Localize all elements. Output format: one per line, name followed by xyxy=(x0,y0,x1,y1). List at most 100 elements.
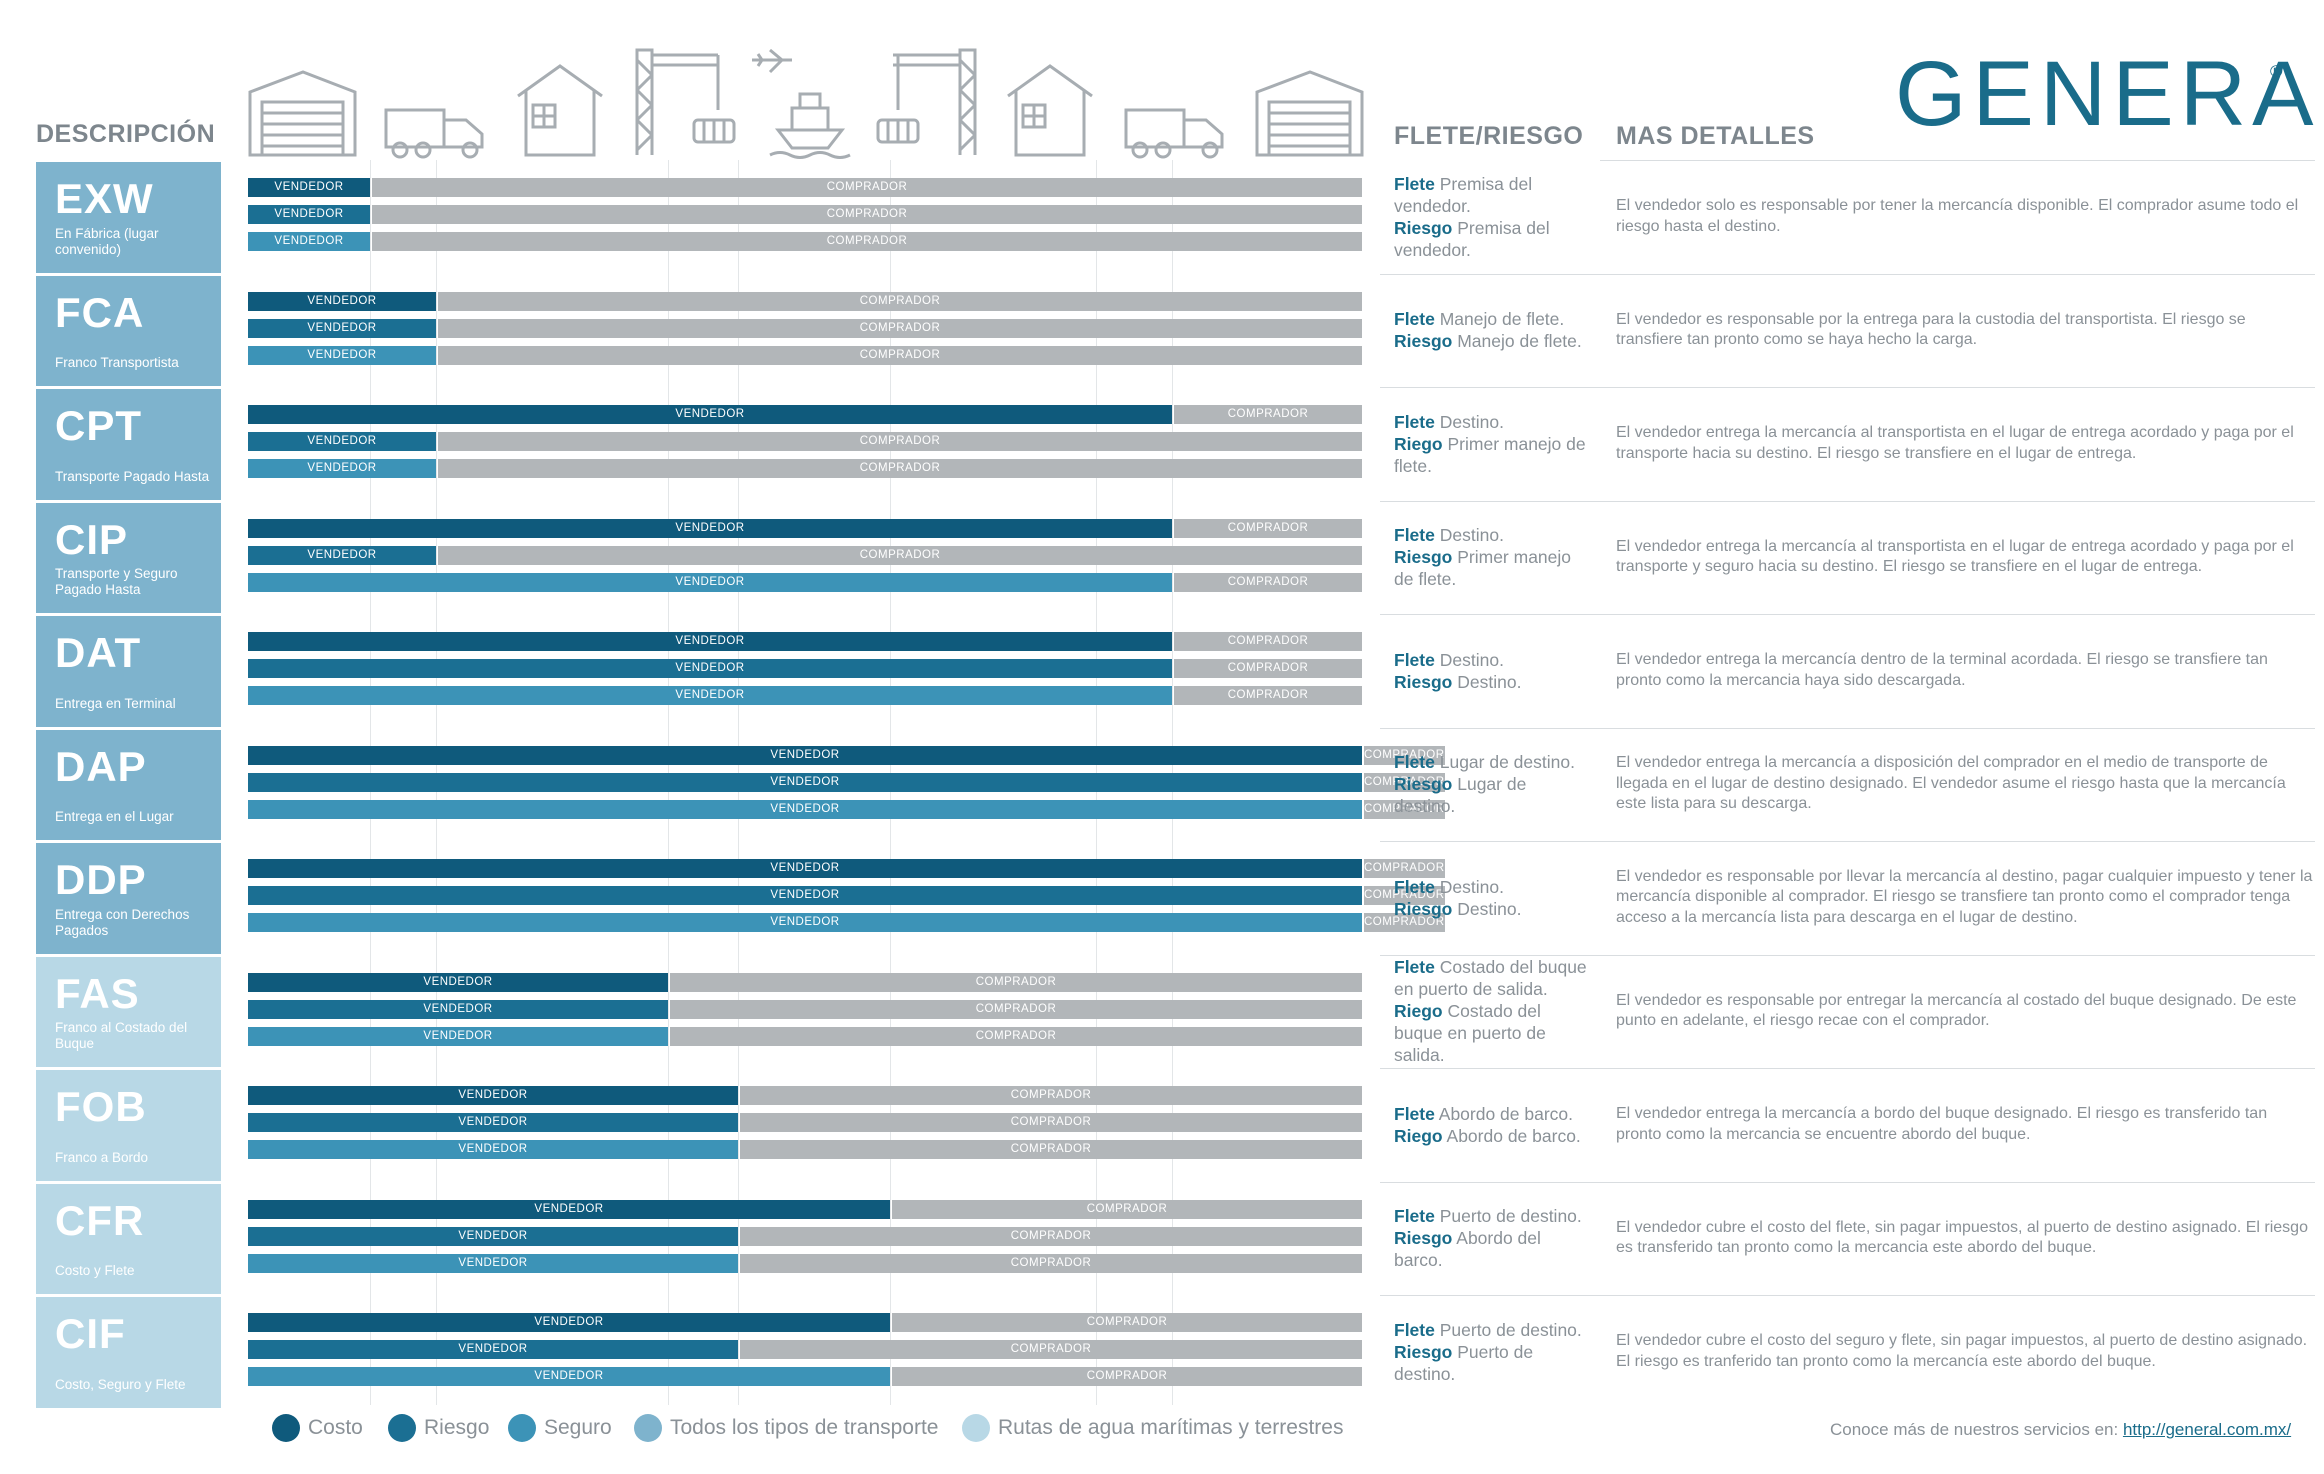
insurance-buyer-bar: COMPRADOR xyxy=(438,459,1362,478)
insurance-buyer-bar: COMPRADOR xyxy=(1364,799,1445,819)
riesgo-value: Primer manejo de flete. xyxy=(1394,433,1586,476)
freight-risk-header: FLETE/RIESGO xyxy=(1394,122,1584,150)
term-cip: CIP Transporte y Seguro Pagado Hasta xyxy=(36,502,221,613)
riesgo-value: Costado del buque en puerto de salida. xyxy=(1394,1001,1546,1066)
cost-buyer-bar: COMPRADOR xyxy=(1364,859,1445,878)
cost-seller-bar: VENDEDOR xyxy=(248,859,1362,878)
risk-seller-bar: VENDEDOR xyxy=(248,205,370,224)
freight-risk-text: Flete Puerto de destino. Riesgo Abordo de… xyxy=(1394,1205,1589,1271)
term-code: CFR xyxy=(55,1196,145,1244)
risk-buyer-bar: COMPRADOR xyxy=(1174,659,1362,678)
freight-risk-text: Flete Destino. Riesgo Primer manejo de fl… xyxy=(1394,524,1589,590)
term-description: Franco Transportista xyxy=(55,355,179,370)
riesgo-value: Abordo del barco. xyxy=(1394,1228,1541,1271)
cost-seller-bar: VENDEDOR xyxy=(248,291,436,311)
legend-item: Seguro xyxy=(508,1414,612,1442)
cost-buyer-bar: COMPRADOR xyxy=(892,1199,1362,1219)
cost-buyer-bar: COMPRADOR xyxy=(372,178,1362,197)
riesgo-label: Riesgo xyxy=(1394,1341,1453,1362)
row-divider xyxy=(1380,500,2315,502)
riesgo-value: Destino. xyxy=(1457,671,1522,692)
riesgo-label: Riesgo xyxy=(1394,1228,1453,1249)
insurance-seller-bar: VENDEDOR xyxy=(248,459,436,478)
freight-risk-text: Flete Costado del buque en puerto de sal… xyxy=(1394,956,1589,1066)
flete-label: Flete xyxy=(1394,1103,1435,1124)
risk-seller-bar: VENDEDOR xyxy=(248,432,436,451)
warehouse-icon xyxy=(1255,70,1364,157)
riesgo-label: Riesgo xyxy=(1394,331,1453,352)
risk-seller-bar: VENDEDOR xyxy=(248,1226,738,1246)
details-text: El vendedor entrega la mercancía al tran… xyxy=(1616,424,2294,462)
flete-value: Costado del buque en puerto de salida. xyxy=(1394,957,1587,1000)
row-divider xyxy=(1380,841,2315,842)
flete-value: Lugar de destino. xyxy=(1439,752,1575,773)
details-text: El vendedor solo es responsable por tene… xyxy=(1616,197,2299,235)
cost-buyer-bar: COMPRADOR xyxy=(438,291,1362,311)
risk-buyer-bar: COMPRADOR xyxy=(740,1226,1362,1246)
term-ddp: DDP Entrega con Derechos Pagados xyxy=(36,843,221,954)
term-description: Costo, Seguro y Flete xyxy=(55,1376,186,1392)
registered-mark: ® xyxy=(2270,62,2283,81)
riesgo-value: Primer manejo de flete. xyxy=(1394,547,1572,590)
row-divider xyxy=(1380,1295,2315,1296)
freight-risk-text: Flete Destino. Riesgo Destino. xyxy=(1394,649,1589,693)
freight-risk-text: Flete Destino. Riesgo Destino. xyxy=(1394,876,1589,920)
flete-label: Flete xyxy=(1394,173,1435,194)
cost-seller-bar: VENDEDOR xyxy=(248,405,1172,424)
crane-icon xyxy=(876,48,977,155)
cost-seller-bar: VENDEDOR xyxy=(248,178,370,197)
legend-label: Rutas de agua marítimas y terrestres xyxy=(998,1416,1344,1439)
insurance-buyer-bar: COMPRADOR xyxy=(1364,913,1445,932)
row-divider xyxy=(1380,387,2315,388)
insurance-seller-bar: VENDEDOR xyxy=(248,799,1362,819)
risk-buyer-bar: COMPRADOR xyxy=(740,1113,1362,1132)
footer-link[interactable]: http://general.com.mx/ xyxy=(2122,1420,2292,1439)
term-code: DDP xyxy=(55,856,147,903)
risk-seller-bar: VENDEDOR xyxy=(248,1340,738,1359)
house-icon xyxy=(1007,64,1093,157)
insurance-buyer-bar: COMPRADOR xyxy=(438,345,1362,365)
details-text: El vendedor cubre el costo del seguro y … xyxy=(1616,1332,2308,1370)
flete-value: Puerto de destino. xyxy=(1439,1319,1582,1340)
term-code: FOB xyxy=(55,1083,147,1130)
risk-seller-bar: VENDEDOR xyxy=(248,659,1172,678)
term-description: Costo y Flete xyxy=(55,1263,135,1278)
insurance-seller-bar: VENDEDOR xyxy=(248,913,1362,932)
riesgo-label: Riesgo xyxy=(1394,898,1453,919)
details-header: MAS DETALLES xyxy=(1616,122,1815,150)
risk-buyer-bar: COMPRADOR xyxy=(670,999,1362,1019)
legend-item: Riesgo xyxy=(388,1414,489,1442)
row-divider xyxy=(1380,614,2315,615)
insurance-seller-bar: VENDEDOR xyxy=(248,686,1172,705)
airplane-icon xyxy=(752,48,792,74)
insurance-seller-bar: VENDEDOR xyxy=(248,1367,890,1386)
details-text: El vendedor entrega la mercancía a bordo… xyxy=(1616,1105,2268,1143)
details-text: El vendedor entrega la mercancía a dispo… xyxy=(1616,754,2286,813)
flete-label: Flete xyxy=(1394,876,1435,897)
footer: Conoce más de nuestros servicios en: htt… xyxy=(1830,1420,2291,1440)
process-icons xyxy=(248,48,1364,159)
freight-risk-text: Flete Manejo de flete. Riesgo Manejo de f… xyxy=(1394,308,1589,352)
freight-risk-text: Flete Destino. Riego Primer manejo de fle… xyxy=(1394,411,1589,477)
flete-label: Flete xyxy=(1394,411,1435,432)
risk-buyer-bar: COMPRADOR xyxy=(438,432,1362,451)
flete-label: Flete xyxy=(1394,957,1435,978)
row-divider xyxy=(1380,273,2315,275)
term-code: CIF xyxy=(55,1310,126,1357)
insurance-seller-bar: VENDEDOR xyxy=(248,1253,738,1273)
risk-seller-bar: VENDEDOR xyxy=(248,772,1362,792)
term-fob: FOB Franco a Bordo xyxy=(36,1070,221,1181)
legend-label: Costo xyxy=(308,1416,363,1439)
cost-seller-bar: VENDEDOR xyxy=(248,1086,738,1105)
details-text: El vendedor cubre el costo del flete, si… xyxy=(1616,1218,2308,1257)
details-text: El vendedor es responsable por entregar … xyxy=(1616,991,2297,1030)
warehouse-icon xyxy=(248,70,357,157)
flete-value: Puerto de destino. xyxy=(1439,1206,1582,1227)
flete-label: Flete xyxy=(1394,309,1435,330)
flete-label: Flete xyxy=(1394,525,1435,546)
flete-label: Flete xyxy=(1394,649,1435,670)
term-description: En Fábrica (lugar convenido) xyxy=(55,225,159,257)
details-text: El vendedor es responsable por llevar la… xyxy=(1616,867,2313,926)
riesgo-value: Abordo de barco. xyxy=(1446,1125,1581,1146)
